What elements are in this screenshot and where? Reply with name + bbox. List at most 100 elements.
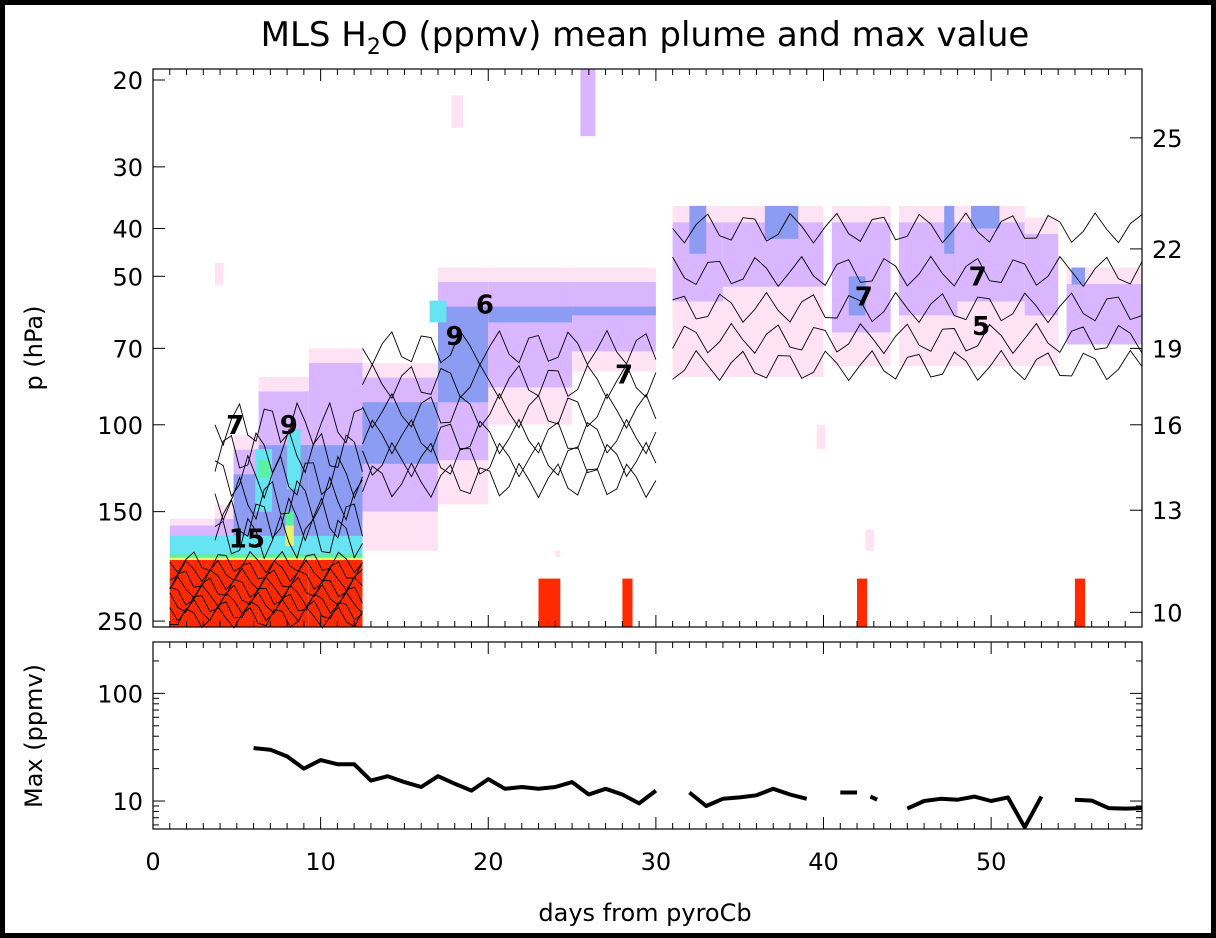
heatmap-cell — [1074, 578, 1085, 627]
contour-label: 7 — [615, 360, 633, 390]
contour-label: 7 — [969, 262, 987, 292]
x-tick-label: 10 — [305, 848, 336, 876]
heatmap-cell — [285, 525, 294, 546]
heatmap-cell — [572, 306, 656, 316]
contour-label: 6 — [476, 290, 494, 320]
top-panel-right-tick-labels: 25 22 19 16 13 10 — [1152, 125, 1183, 628]
heatmap-cell — [944, 205, 955, 254]
max-value-line — [253, 746, 1143, 830]
heatmap-cell — [1024, 234, 1059, 316]
chart-title: MLS H2O (ppmv) mean plume and max value — [261, 15, 1030, 60]
heatmap-cell — [429, 300, 447, 323]
y-tick-label: 150 — [97, 499, 143, 527]
chart-title-subscript: 2 — [367, 35, 381, 60]
contour-line — [214, 454, 363, 500]
y-tick-label: 100 — [97, 412, 143, 440]
heatmap-cell — [258, 557, 309, 560]
heatmap-cell — [169, 557, 216, 560]
bottom-panel-frame — [152, 641, 1143, 830]
heatmap-cell — [1066, 284, 1142, 345]
heatmap-cell — [169, 560, 216, 627]
contour-line — [672, 349, 1143, 382]
heatmap-cell — [816, 424, 826, 450]
contour-line — [672, 212, 1143, 244]
contour-line — [362, 441, 657, 478]
top-panel-ticks — [152, 69, 1143, 627]
x-tick-label: 30 — [641, 848, 672, 876]
right-tick-label: 22 — [1152, 236, 1183, 264]
contour-line — [169, 575, 363, 599]
heatmap-cell — [308, 557, 363, 560]
heatmap-cell — [308, 560, 363, 627]
contour-line — [362, 418, 657, 455]
bottom-panel-ticks — [152, 641, 1143, 829]
y-tick-label: 10 — [112, 788, 143, 816]
max-line-segment — [1074, 797, 1143, 811]
x-tick-labels: 0 10 20 30 40 50 — [145, 848, 1006, 876]
heatmap-cell — [488, 282, 573, 388]
heatmap-cell — [215, 557, 234, 560]
bottom-panel: 100 10 Max (ppmv) — [20, 641, 1143, 830]
contour-line — [214, 514, 363, 560]
heatmap-cell — [572, 282, 656, 352]
heatmap-cell — [258, 535, 309, 555]
contour-line — [362, 329, 657, 366]
contour-line — [362, 392, 657, 429]
heatmap-cell — [689, 205, 707, 254]
right-tick-label: 16 — [1152, 412, 1183, 440]
contour-line — [169, 591, 363, 615]
heatmap-cell — [215, 535, 234, 555]
contour-line — [672, 291, 1143, 324]
y-tick-label: 100 — [97, 680, 143, 708]
heatmap-cell — [438, 306, 489, 403]
contour-label: 7 — [226, 411, 244, 441]
contour-line — [169, 583, 363, 607]
heatmap-cell — [865, 529, 874, 551]
heatmap-cell — [285, 511, 294, 526]
chart-title-main: MLS H — [261, 15, 367, 55]
contour-line — [362, 462, 657, 499]
top-y-axis-label: p (hPa) — [20, 306, 48, 391]
max-line-segment — [906, 794, 1044, 830]
contour-label: 15 — [229, 524, 265, 554]
x-tick-label: 50 — [976, 848, 1007, 876]
y-tick-label: 70 — [112, 335, 143, 363]
x-axis-label: days from pyroCb — [538, 899, 751, 927]
bottom-panel-y-tick-labels: 100 10 — [97, 680, 143, 816]
contour-label: 9 — [446, 322, 464, 352]
heatmap-cell — [308, 535, 363, 555]
heatmap-cell — [764, 205, 799, 239]
contour-line — [672, 322, 1143, 355]
contour-lines-layer — [169, 212, 1143, 629]
max-line-segment — [688, 786, 808, 808]
bottom-plot-frame — [152, 641, 1143, 830]
contour-line — [214, 475, 363, 522]
contour-line — [214, 428, 363, 474]
contour-line — [169, 598, 363, 622]
y-tick-label: 20 — [112, 67, 143, 95]
heatmap-cell — [287, 429, 301, 490]
contour-label: 5 — [972, 312, 990, 342]
contour-line — [672, 255, 1143, 288]
heatmap-cell — [215, 263, 224, 285]
y-tick-label: 250 — [97, 608, 143, 636]
heatmap-cell — [488, 306, 573, 323]
contour-line — [169, 550, 363, 574]
heatmap-cell — [971, 205, 1000, 229]
heatmap-cell — [258, 554, 309, 558]
heatmap-cell — [857, 578, 868, 627]
heatmap-cell — [308, 554, 363, 558]
heatmap-cell — [555, 550, 561, 557]
right-tick-label: 10 — [1152, 599, 1183, 627]
heatmap-cell — [580, 69, 596, 137]
right-tick-label: 25 — [1152, 125, 1183, 153]
heatmap-cell — [622, 578, 633, 627]
heatmap-cell — [538, 578, 561, 627]
x-tick-label: 40 — [808, 848, 839, 876]
heatmap-cell — [1071, 267, 1085, 285]
heatmap-cell — [233, 554, 259, 558]
heatmap-cell — [169, 535, 216, 555]
